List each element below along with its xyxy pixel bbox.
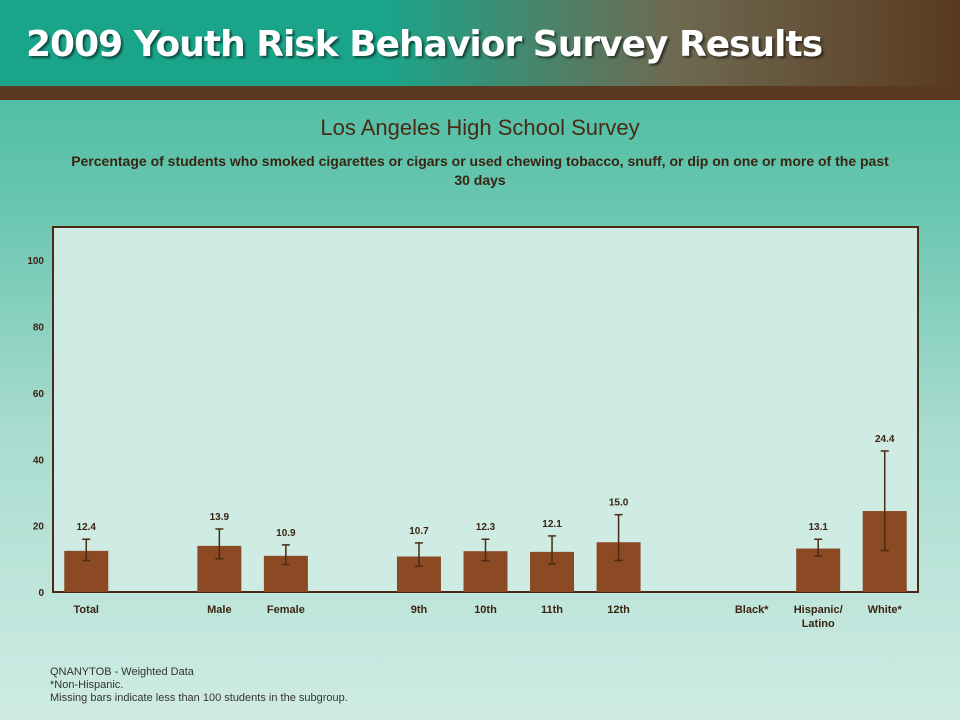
data-label: 13.1 <box>808 522 828 533</box>
footnote-missing-bars: Missing bars indicate less than 100 stud… <box>50 692 348 704</box>
x-tick-label: Female <box>267 604 305 616</box>
x-tick-label: Hispanic/ <box>794 604 843 616</box>
x-tick-label: 9th <box>411 604 428 616</box>
page-title: 2009 Youth Risk Behavior Survey Results <box>26 24 823 65</box>
data-label: 10.7 <box>409 526 429 537</box>
x-tick-label: 12th <box>607 604 630 616</box>
y-tick-label: 20 <box>33 522 45 533</box>
data-label: 12.1 <box>542 519 562 530</box>
header-divider <box>0 86 960 100</box>
data-label: 15.0 <box>609 498 629 509</box>
y-tick-label: 60 <box>33 389 45 400</box>
x-tick-label: Total <box>74 604 99 616</box>
x-tick-label: Latino <box>802 618 835 630</box>
y-tick-label: 100 <box>27 256 44 267</box>
plot-area <box>52 226 919 593</box>
footnote-variable: QNANYTOB - Weighted Data <box>50 666 194 678</box>
chart-subtitle: Percentage of students who smoked cigare… <box>71 153 889 188</box>
chart-title: Los Angeles High School Survey <box>320 115 640 140</box>
data-label: 13.9 <box>210 512 230 523</box>
data-label: 10.9 <box>276 528 296 539</box>
data-label: 12.4 <box>77 522 97 533</box>
footnote-non-hispanic: *Non-Hispanic. <box>50 679 124 691</box>
header-banner <box>0 0 960 86</box>
x-tick-label: 11th <box>541 604 563 616</box>
data-label: 12.3 <box>476 522 496 533</box>
y-tick-label: 0 <box>38 588 44 599</box>
y-tick-label: 40 <box>33 455 45 466</box>
x-tick-label: 10th <box>474 604 497 616</box>
y-tick-label: 80 <box>33 323 45 334</box>
x-tick-label: White* <box>868 604 903 616</box>
data-label: 24.4 <box>875 434 895 445</box>
x-tick-label: Male <box>207 604 231 616</box>
footnotes: QNANYTOB - Weighted Data *Non-Hispanic. … <box>50 666 348 705</box>
x-tick-label: Black* <box>735 604 769 616</box>
